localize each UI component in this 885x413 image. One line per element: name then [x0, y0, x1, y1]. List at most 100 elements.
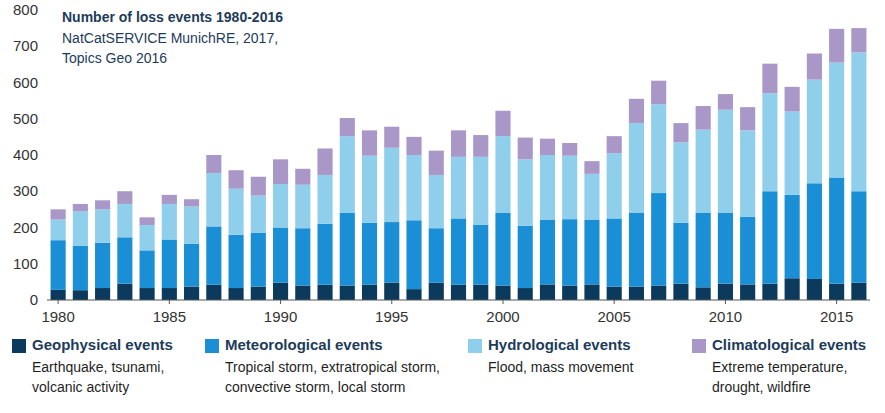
- bar-segment: [229, 288, 244, 300]
- bar-segment: [518, 288, 533, 300]
- bar-segment: [785, 278, 800, 300]
- bar-segment: [718, 94, 733, 110]
- bar-segment: [762, 284, 777, 300]
- bar-segment: [51, 209, 66, 219]
- bar-segment: [607, 218, 622, 286]
- y-tick-label: 800: [13, 1, 38, 18]
- bar-segment: [540, 139, 555, 155]
- bar-segment: [184, 206, 199, 243]
- bar-segment: [384, 148, 399, 222]
- bar-segment: [518, 138, 533, 160]
- bar-segment: [273, 184, 288, 228]
- bar-segment: [384, 283, 399, 300]
- x-tick-label: 1990: [264, 308, 297, 325]
- legend-swatch: [205, 339, 219, 353]
- bar-segment: [651, 104, 666, 193]
- bar-segment: [607, 287, 622, 300]
- bar-segment: [340, 118, 355, 136]
- bar-segment: [473, 285, 488, 300]
- bar-segment: [273, 159, 288, 184]
- legend-description: Extreme temperature,: [712, 357, 847, 377]
- bar-segment: [629, 287, 644, 300]
- bar-segment: [696, 130, 711, 213]
- bar-segment: [762, 191, 777, 283]
- bar-segment: [540, 155, 555, 220]
- bar-segment: [73, 290, 88, 300]
- legend-description: Flood, mass movement: [488, 357, 634, 377]
- bar-segment: [406, 220, 421, 289]
- bar-segment: [317, 285, 332, 300]
- bar-segment: [51, 240, 66, 290]
- y-tick-label: 200: [13, 219, 38, 236]
- bar-segment: [473, 135, 488, 157]
- bar-segment: [651, 193, 666, 285]
- bar-segment: [851, 52, 866, 191]
- x-tick-label: 1980: [41, 308, 74, 325]
- bar-segment: [295, 169, 310, 185]
- x-axis-line: [47, 300, 870, 301]
- bar-segment: [629, 99, 644, 123]
- bar-segment: [718, 284, 733, 300]
- bar-segment: [406, 289, 421, 300]
- bar-segment: [718, 213, 733, 284]
- x-tick: [58, 300, 59, 304]
- bar-segment: [95, 209, 110, 242]
- title: Number of loss events 1980-2016: [62, 9, 283, 25]
- bar-segment: [696, 106, 711, 130]
- bar-segment: [807, 279, 822, 300]
- legend-swatch: [468, 339, 482, 353]
- x-tick-label: 2005: [598, 308, 631, 325]
- bar-segment: [785, 87, 800, 112]
- bar-segment: [673, 142, 688, 222]
- legend-swatch: [12, 339, 26, 353]
- bar-segment: [95, 200, 110, 209]
- bar-segment: [696, 287, 711, 300]
- bar-segment: [384, 222, 399, 283]
- bar-segment: [117, 204, 132, 237]
- x-tick: [391, 300, 392, 304]
- bar-segment: [229, 170, 244, 188]
- bar-segment: [362, 130, 377, 155]
- bar-segment: [429, 228, 444, 282]
- bar-segment: [718, 110, 733, 213]
- y-tick-label: 100: [13, 255, 38, 272]
- bar-segment: [673, 123, 688, 142]
- bar-segment: [73, 211, 88, 245]
- bar-segment: [673, 284, 688, 300]
- y-tick-label: 700: [13, 37, 38, 54]
- bar-segment: [451, 130, 466, 156]
- bar-segment: [429, 151, 444, 175]
- bar-segment: [162, 288, 177, 300]
- y-tick-label: 0: [30, 291, 38, 308]
- bar-segment: [518, 226, 533, 288]
- bar-segment: [251, 177, 266, 196]
- bar-segment: [362, 156, 377, 223]
- bar-segment: [651, 286, 666, 301]
- bar-segment: [473, 225, 488, 285]
- bar-segment: [340, 286, 355, 301]
- bar-segment: [95, 288, 110, 300]
- bar-segment: [73, 246, 88, 291]
- bar-segment: [273, 228, 288, 283]
- x-tick: [614, 300, 615, 304]
- bar-segment: [184, 244, 199, 287]
- bar-segment: [251, 233, 266, 287]
- bar-segment: [140, 225, 155, 250]
- bar-segment: [117, 237, 132, 283]
- x-tick-label: 2015: [820, 308, 853, 325]
- bars: [51, 28, 867, 300]
- bar-segment: [495, 111, 510, 136]
- x-tick-label: 2010: [709, 308, 742, 325]
- legend-description: drought, wildfire: [712, 377, 811, 397]
- bar-segment: [540, 284, 555, 300]
- bar-segment: [518, 159, 533, 225]
- bar-segment: [384, 127, 399, 148]
- bar-segment: [562, 219, 577, 285]
- legend-description: Tropical storm, extratropical storm,: [225, 357, 440, 377]
- x-tick: [836, 300, 837, 304]
- x-tick: [280, 300, 281, 304]
- x-tick-label: 2000: [486, 308, 519, 325]
- y-tick-label: 600: [13, 74, 38, 91]
- subtitle: NatCatSERVICE MunichRE, 2017,: [62, 30, 278, 46]
- bar-segment: [562, 286, 577, 301]
